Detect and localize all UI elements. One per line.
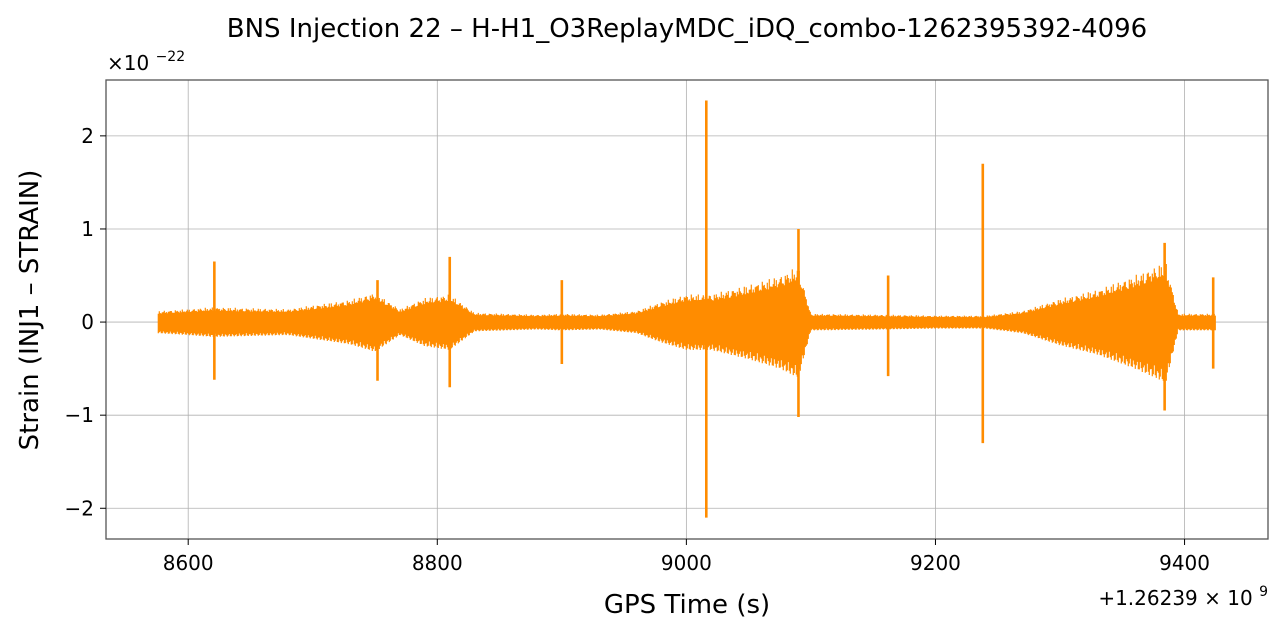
y-tick-label: 2: [81, 124, 94, 148]
y-tick-label: 0: [81, 310, 94, 334]
y-scale-base: ×10: [107, 51, 149, 75]
x-axis-ticks: 8600 8800 9000 9200 9400: [163, 539, 1210, 575]
x-offset-times: × 10: [1204, 586, 1253, 610]
x-offset-base: +1.26239: [1098, 586, 1197, 610]
chart-title: BNS Injection 22 – H-H1_O3ReplayMDC_iDQ_…: [227, 14, 1147, 44]
grid-lines: [106, 80, 1268, 539]
y-axis-ticks: −2 −1 0 1 2: [65, 124, 106, 520]
y-tick-label: −2: [65, 496, 94, 520]
y-scale-exponent: −22: [156, 49, 186, 65]
x-offset-exponent: 9: [1259, 584, 1268, 600]
strain-line: [157, 100, 1216, 518]
y-tick-label: 1: [81, 217, 94, 241]
x-offset-label: +1.26239 × 10 9: [1098, 584, 1268, 610]
x-tick-label: 9200: [910, 551, 961, 575]
y-axis-label: Strain (INJ1 – STRAIN): [15, 170, 45, 451]
x-tick-label: 9400: [1159, 551, 1210, 575]
y-tick-label: −1: [65, 403, 94, 427]
x-tick-label: 8600: [163, 551, 214, 575]
y-scale-label: ×10 −22: [107, 49, 185, 75]
x-tick-label: 8800: [412, 551, 463, 575]
x-axis-label: GPS Time (s): [604, 590, 770, 620]
noise-band: [157, 264, 1216, 381]
x-tick-label: 9000: [661, 551, 712, 575]
plot-frame: [105, 79, 1269, 540]
